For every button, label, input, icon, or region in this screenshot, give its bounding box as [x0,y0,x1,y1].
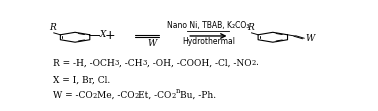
Text: W: W [306,34,315,43]
Text: .: . [256,58,258,67]
Text: , -CH: , -CH [119,58,142,67]
Text: Me, -CO: Me, -CO [96,91,134,100]
Text: n: n [176,87,180,95]
Text: 2: 2 [92,91,96,99]
Text: +: + [105,29,116,43]
Text: 3: 3 [114,59,119,67]
Text: R: R [247,23,254,32]
Text: R: R [50,23,56,32]
Text: Nano Ni, TBAB, K₂CO₃: Nano Ni, TBAB, K₂CO₃ [167,21,249,30]
Text: 2: 2 [134,91,138,99]
Text: X = I, Br, Cl.: X = I, Br, Cl. [53,75,110,84]
Text: , -OH, -COOH, -Cl, -NO: , -OH, -COOH, -Cl, -NO [147,58,251,67]
Text: W: W [147,39,156,48]
Text: 2: 2 [251,59,256,67]
Text: R = -H, -OCH: R = -H, -OCH [53,58,114,67]
Text: Et, -CO: Et, -CO [138,91,172,100]
Text: 3: 3 [142,59,147,67]
Text: 2: 2 [172,91,176,99]
Text: W = -CO: W = -CO [53,91,92,100]
Text: X: X [100,30,106,39]
Text: Hydrothermal: Hydrothermal [182,37,235,46]
Text: Bu, -Ph.: Bu, -Ph. [180,91,217,100]
